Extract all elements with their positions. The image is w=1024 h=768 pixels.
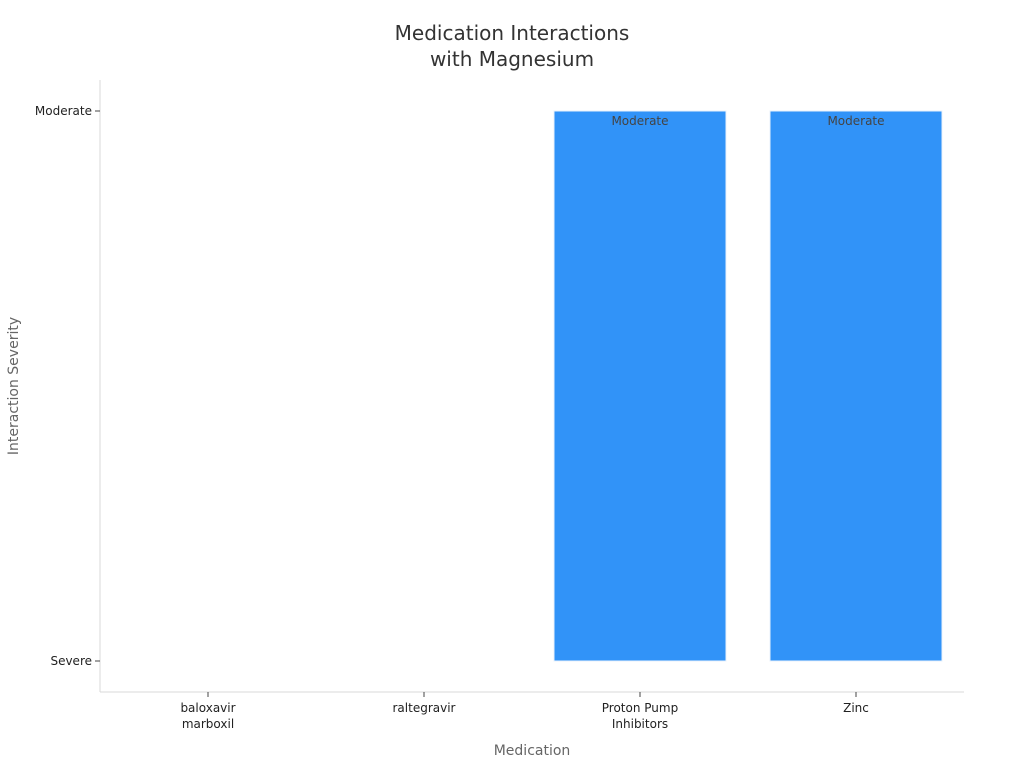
bar [769,110,943,662]
x-tick-label: raltegravir [393,701,456,715]
y-axis-label: Interaction Severity [6,317,22,455]
chart-title-line: with Magnesium [430,47,594,71]
x-axis-label: Medication [494,743,571,759]
x-tick-label: Zinc [843,701,869,715]
x-ticks: baloxavir marboxil raltegravir Proton Pump I… [180,692,869,731]
bar [553,110,727,662]
y-tick-label: Moderate [35,104,92,118]
bars [553,110,943,662]
y-ticks: Severe Moderate [35,104,100,668]
bar-value-label: Moderate [827,114,884,128]
x-tick-label: Proton Pump Inhibitors [602,701,678,731]
x-tick-label: baloxavir marboxil [180,701,235,731]
y-tick-label: Severe [50,654,92,668]
bar-value-label: Moderate [611,114,668,128]
bar-labels: Moderate Moderate [611,114,884,128]
chart-title-line: Medication Interactions [395,21,630,45]
